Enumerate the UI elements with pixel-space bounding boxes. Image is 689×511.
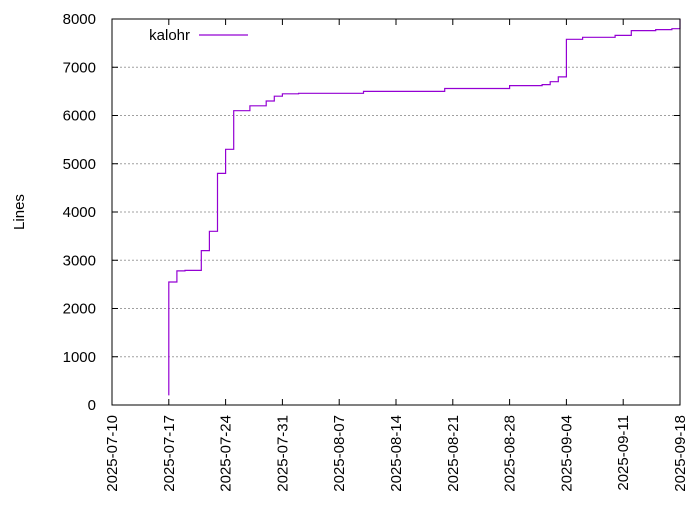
x-tick-label: 2025-08-14 [388,415,405,492]
y-tick-label: 6000 [63,108,96,125]
x-tick-label: 2025-08-07 [331,415,348,492]
x-tick-label: 2025-07-31 [274,415,291,492]
legend-label: kalohr [149,27,190,44]
y-tick-label: 0 [88,397,96,414]
y-tick-label: 1000 [63,349,96,366]
x-tick-label: 2025-09-18 [672,415,689,492]
y-tick-label: 5000 [63,156,96,173]
x-tick-label: 2025-08-21 [445,415,462,492]
axis-ticks [111,18,681,406]
x-tick-label: 2025-07-10 [104,415,121,492]
series-line [168,19,681,396]
x-tick-label: 2025-07-24 [218,415,235,492]
y-tick-label: 2000 [63,301,96,318]
y-tick-label: 4000 [63,204,96,221]
grid-lines [112,66,680,358]
legend: kalohr [149,27,248,44]
y-tick-labels: 0 1000 2000 3000 4000 5000 6000 7000 8000 [63,11,96,414]
series-layer [168,19,681,396]
y-tick-label: 8000 [63,11,96,28]
y-tick-label: 3000 [63,252,96,269]
x-tick-label: 2025-07-17 [161,415,178,492]
x-tick-label: 2025-09-11 [615,415,632,491]
x-tick-label: 2025-09-04 [558,415,575,492]
y-axis-label: Lines [11,194,28,230]
x-tick-labels: 2025-07-10 2025-07-17 2025-07-24 2025-07-31… [104,415,689,492]
y-tick-label: 7000 [63,59,96,76]
x-tick-label: 2025-08-28 [502,415,519,492]
